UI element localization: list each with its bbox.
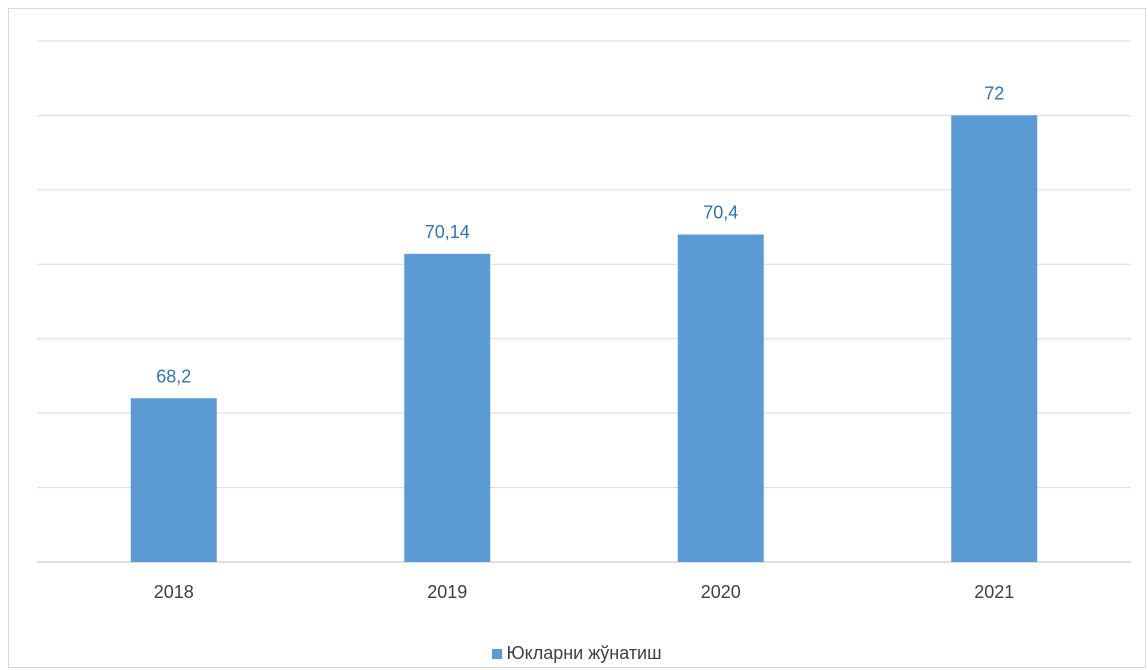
bar-2020 (677, 234, 764, 562)
bars (130, 115, 1038, 562)
bar-chart: 68,2 70,14 70,4 72 2018 2019 2020 2021 (37, 40, 1131, 602)
x-axis-tick-labels: 2018 2019 2020 2021 (154, 582, 1015, 602)
legend: Юкларни жўнатиш (9, 643, 1145, 664)
legend-swatch (492, 648, 503, 659)
bar-2018 (130, 398, 217, 562)
x-tick-label-2018: 2018 (154, 582, 194, 602)
data-label-2021: 72 (984, 83, 1004, 103)
gridlines (37, 40, 1131, 563)
x-tick-label-2021: 2021 (974, 582, 1014, 602)
data-label-2019: 70,14 (425, 222, 470, 242)
x-tick-label-2020: 2020 (701, 582, 741, 602)
data-labels: 68,2 70,14 70,4 72 (156, 83, 1004, 386)
x-tick-label-2019: 2019 (427, 582, 467, 602)
legend-label: Юкларни жўнатиш (506, 643, 662, 663)
data-label-2018: 68,2 (156, 366, 191, 386)
bar-2019 (404, 253, 491, 562)
data-label-2020: 70,4 (703, 203, 738, 223)
chart-frame: 68,2 70,14 70,4 72 2018 2019 2020 2021 Юкларни… (8, 8, 1146, 668)
bar-2021 (951, 115, 1038, 562)
